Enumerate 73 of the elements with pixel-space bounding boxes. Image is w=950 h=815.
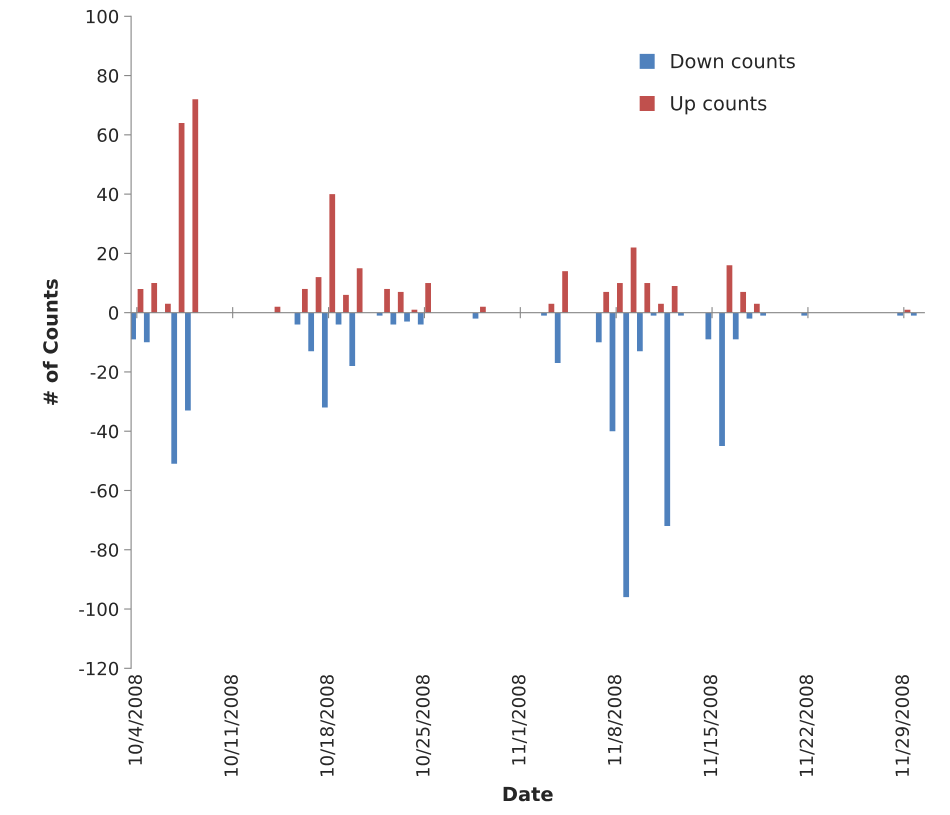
x-tick-label: 11/15/2008 [704,675,719,776]
bar [308,312,314,352]
y-tick-label: 80 [98,69,118,83]
y-tick-label: 100 [86,10,118,24]
bar [623,312,630,598]
bar [554,312,561,364]
y-axis-title: # of Counts [42,279,58,405]
y-tick-label: -60 [90,484,118,498]
bar [548,304,554,313]
bar [664,312,670,526]
bar [404,312,410,322]
legend-label: Up counts [671,96,766,114]
y-tick-label: -40 [90,424,118,438]
bar [603,292,610,313]
bar [658,304,664,313]
y-tick-label: 20 [98,246,118,261]
bar [192,99,198,313]
bar [562,271,568,313]
bar [144,312,150,342]
bar [138,288,144,313]
legend-label: Down counts [671,54,795,68]
bar [644,283,650,313]
bar [178,122,184,313]
bar [398,292,404,313]
x-axis-title: Date [504,786,553,802]
bar [336,312,342,325]
bar [131,312,136,340]
x-tick-label: 11/8/2008 [608,675,623,764]
bar [596,312,602,342]
x-tick-label: 11/22/2008 [800,675,815,776]
bar [637,312,643,352]
x-tick-label: 10/4/2008 [128,675,144,764]
bar [165,304,171,313]
y-tick-label: -100 [79,602,118,616]
bar [630,247,636,313]
bar [185,312,191,410]
x-tick-label: 10/25/2008 [416,675,432,776]
bar [302,288,308,313]
bar [384,288,390,313]
bar [322,312,328,408]
bar [719,312,725,446]
bar [732,312,739,340]
bar [480,306,486,313]
bar [617,283,623,313]
bar [705,312,712,340]
y-tick-label: -20 [90,365,118,380]
bar [746,312,752,319]
bar [726,265,732,313]
bar [151,283,158,313]
bar [274,306,280,313]
y-tick-label: 0 [108,306,118,320]
x-tick-label: 10/18/2008 [320,675,336,776]
bar [343,294,349,313]
bar [356,268,363,313]
y-tick-label: 60 [98,128,118,142]
bar [740,292,746,313]
bar [610,312,616,432]
x-tick-label: 11/29/2008 [895,675,910,776]
bar [472,312,478,319]
y-tick-label: -80 [90,543,118,557]
y-tick-label: -120 [79,662,118,676]
bar [672,286,678,313]
bar [390,312,396,325]
bar [329,194,336,313]
bar [418,312,424,325]
bar [316,277,322,313]
bar [294,312,300,325]
x-tick-label: 11/1/2008 [512,675,527,764]
bar [349,312,356,366]
bar [171,312,178,464]
bar [425,283,432,313]
x-tick-label: 10/11/2008 [224,675,240,776]
y-tick-label: 40 [97,188,118,202]
